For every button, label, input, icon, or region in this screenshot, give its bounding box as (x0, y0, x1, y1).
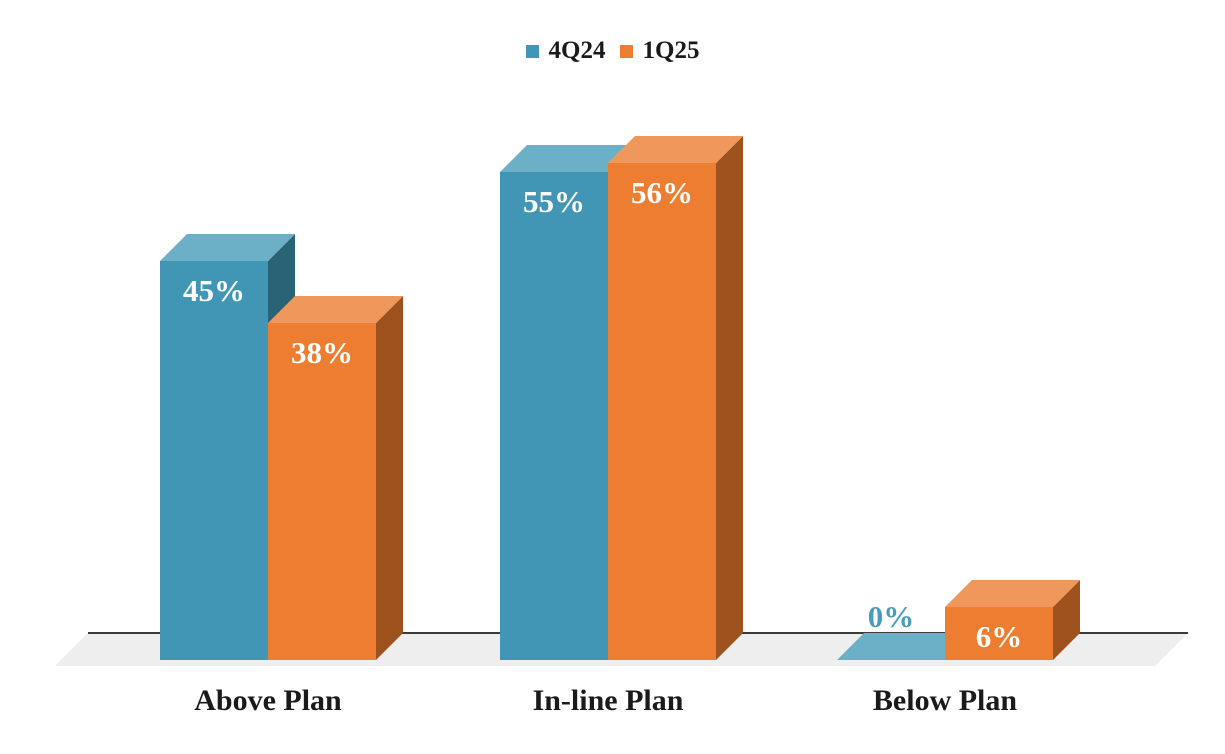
category-label-below-plan: Below Plan (873, 684, 1017, 717)
bar-1q25-below-plan-side (1053, 580, 1080, 660)
bar-4q24-below-plan-top (837, 633, 972, 660)
bar-4q24-in-line-plan-front (500, 172, 608, 660)
bar-4q24-above-plan-top (160, 234, 295, 261)
bar-1q25-above-plan-front (268, 323, 376, 660)
bar-1q25-in-line-plan-front (608, 163, 716, 660)
bar-1q25-below-plan-data-label: 6% (976, 619, 1023, 654)
bar-1q25-above-plan-side (376, 296, 403, 660)
bar-4q24-below-plan-data-label: 0% (868, 599, 915, 634)
bar-1q25-below-plan-top (945, 580, 1080, 607)
bar-1q25-above-plan-top (268, 296, 403, 323)
bar-1q25-in-line-plan-side (716, 136, 743, 660)
category-label-in-line-plan: In-line Plan (533, 684, 684, 717)
category-label-above-plan: Above Plan (194, 684, 342, 717)
bar-4q24-in-line-plan-data-label: 55% (523, 184, 585, 219)
bar-1q25-in-line-plan-data-label: 56% (631, 175, 693, 210)
bar-1q25-below-plan-front (945, 607, 1053, 660)
bar-4q24-above-plan-front (160, 261, 268, 660)
bar-4q24-above-plan-data-label: 45% (183, 273, 245, 308)
bar-1q25-above-plan-data-label: 38% (291, 335, 353, 370)
bar-4q24-in-line-plan-top (500, 145, 635, 172)
bar-1q25-in-line-plan-top (608, 136, 743, 163)
